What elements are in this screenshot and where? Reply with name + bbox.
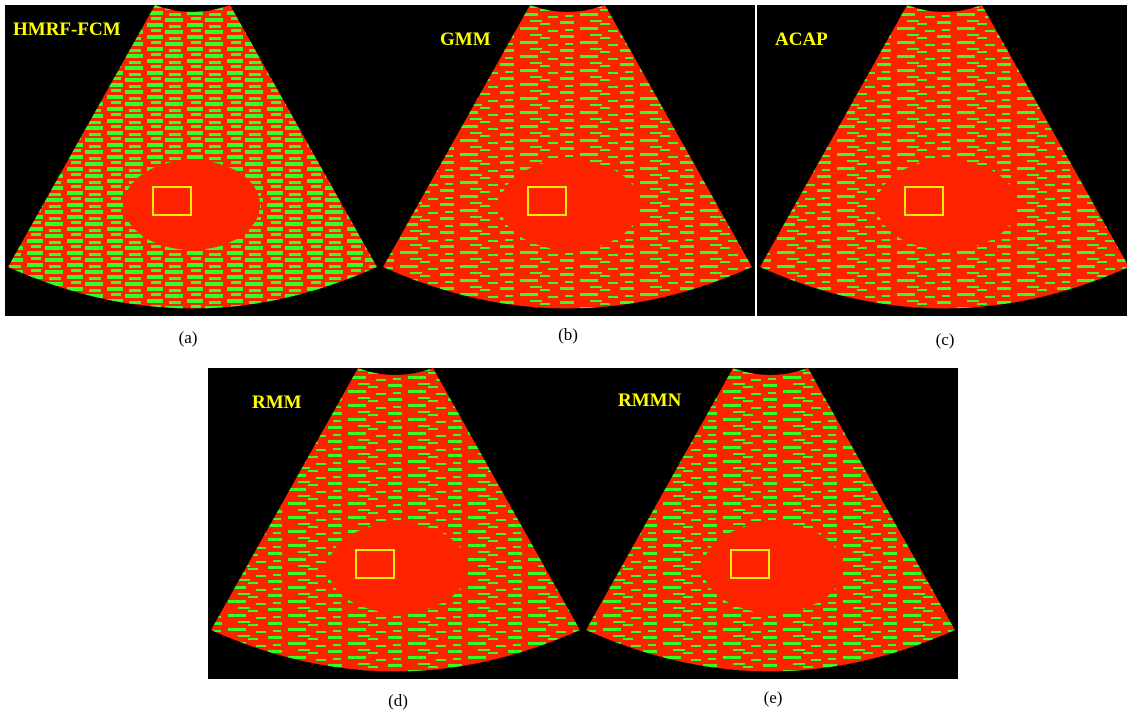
- figure: HMRF-FCM (a) GMM (b) ACAP (c) RMM (d) RMMN (e): [0, 0, 1127, 719]
- panel-method-name: GMM: [440, 29, 491, 50]
- ultrasound-panel: [5, 5, 380, 316]
- panel-method-name: RMM: [252, 392, 302, 413]
- panel-caption: (b): [558, 325, 578, 344]
- panel-caption: (e): [764, 688, 783, 707]
- ultrasound-panel: [380, 5, 755, 316]
- panel-caption: (c): [936, 330, 955, 349]
- ultrasound-panel: [208, 368, 583, 679]
- panel-caption: (d): [388, 691, 408, 710]
- panel-caption: (a): [179, 328, 198, 347]
- ultrasound-panel: [583, 368, 958, 679]
- panel-method-name: HMRF-FCM: [13, 19, 121, 40]
- panel-method-name: ACAP: [775, 29, 828, 50]
- panel-method-name: RMMN: [618, 390, 682, 411]
- ultrasound-panel: [757, 5, 1127, 316]
